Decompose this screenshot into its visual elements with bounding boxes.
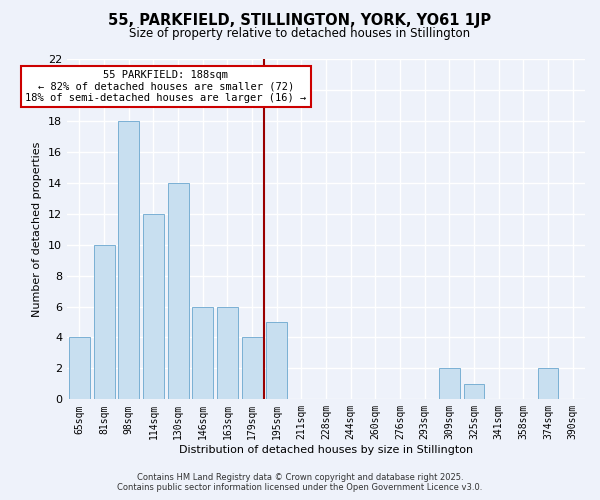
- Y-axis label: Number of detached properties: Number of detached properties: [32, 142, 43, 317]
- Bar: [217, 306, 238, 400]
- Bar: [266, 322, 287, 400]
- Text: 55, PARKFIELD, STILLINGTON, YORK, YO61 1JP: 55, PARKFIELD, STILLINGTON, YORK, YO61 1…: [109, 12, 491, 28]
- Text: Contains HM Land Registry data © Crown copyright and database right 2025.
Contai: Contains HM Land Registry data © Crown c…: [118, 473, 482, 492]
- Bar: [439, 368, 460, 400]
- Bar: [192, 306, 213, 400]
- Bar: [94, 244, 115, 400]
- Bar: [167, 183, 188, 400]
- Bar: [118, 121, 139, 400]
- Text: 55 PARKFIELD: 188sqm
← 82% of detached houses are smaller (72)
18% of semi-detac: 55 PARKFIELD: 188sqm ← 82% of detached h…: [25, 70, 307, 103]
- Bar: [242, 338, 263, 400]
- Bar: [464, 384, 484, 400]
- Bar: [538, 368, 559, 400]
- Bar: [69, 338, 90, 400]
- Text: Size of property relative to detached houses in Stillington: Size of property relative to detached ho…: [130, 28, 470, 40]
- X-axis label: Distribution of detached houses by size in Stillington: Distribution of detached houses by size …: [179, 445, 473, 455]
- Bar: [143, 214, 164, 400]
